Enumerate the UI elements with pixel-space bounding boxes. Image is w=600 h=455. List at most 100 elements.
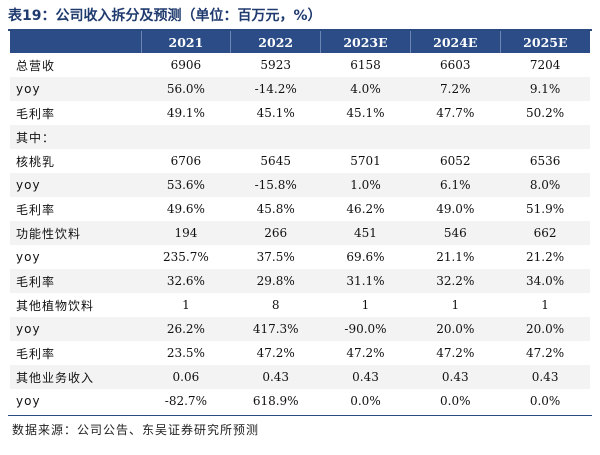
row-label: 总营收 <box>10 53 141 77</box>
value-cell: 0.0% <box>320 389 411 413</box>
value-cell: 37.5% <box>230 245 321 269</box>
value-cell: 266 <box>230 221 321 245</box>
table-header: 2021 2022 2023E 2024E 2025E <box>10 31 590 53</box>
value-cell: -15.8% <box>230 173 321 197</box>
table-row: 毛利率 49.6% 45.8% 46.2% 49.0% 51.9% <box>10 197 590 221</box>
value-cell: 8.0% <box>500 173 590 197</box>
value-cell: 0.0% <box>410 389 501 413</box>
table-row: yoy 26.2% 417.3% -90.0% 20.0% 20.0% <box>10 317 590 341</box>
row-label: yoy <box>10 173 141 197</box>
value-cell: 6706 <box>141 149 231 173</box>
table-row: yoy 56.0% -14.2% 4.0% 7.2% 9.1% <box>10 77 590 101</box>
table-row: yoy -82.7% 618.9% 0.0% 0.0% 0.0% <box>10 389 590 413</box>
value-cell: 47.2% <box>320 341 411 365</box>
value-cell: 32.2% <box>410 269 501 293</box>
header-cell-year: 2023E <box>320 31 411 53</box>
table-row: 功能性饮料 194 266 451 546 662 <box>10 221 590 245</box>
revenue-forecast-table: 2021 2022 2023E 2024E 2025E 总营收 6906 5923 6158 6… <box>10 31 590 413</box>
value-cell: 5701 <box>320 149 411 173</box>
value-cell: 34.0% <box>500 269 590 293</box>
value-cell: 0.43 <box>500 365 590 389</box>
row-label: 其他植物饮料 <box>10 293 141 317</box>
value-cell: 51.9% <box>500 197 590 221</box>
row-label: 功能性饮料 <box>10 221 141 245</box>
row-label: 核桃乳 <box>10 149 141 173</box>
value-cell <box>320 125 411 149</box>
row-label: yoy <box>10 317 141 341</box>
row-label: 其他业务收入 <box>10 365 141 389</box>
row-label: 其中： <box>10 125 141 149</box>
row-label: yoy <box>10 389 141 413</box>
value-cell: 6052 <box>410 149 501 173</box>
header-cell-year: 2022 <box>230 31 322 53</box>
value-cell: 47.7% <box>410 101 501 125</box>
value-cell: 1 <box>320 293 411 317</box>
table-row: 其他业务收入 0.06 0.43 0.43 0.43 0.43 <box>10 365 590 389</box>
value-cell: 20.0% <box>500 317 590 341</box>
table-row: 毛利率 49.1% 45.1% 45.1% 47.7% 50.2% <box>10 101 590 125</box>
source-divider <box>8 415 592 416</box>
value-cell: 662 <box>500 221 590 245</box>
value-cell: 6.1% <box>410 173 501 197</box>
value-cell: 8 <box>230 293 321 317</box>
row-label: 毛利率 <box>10 341 141 365</box>
value-cell: 32.6% <box>141 269 231 293</box>
value-cell: 1.0% <box>320 173 411 197</box>
value-cell: 21.2% <box>500 245 590 269</box>
value-cell: 49.0% <box>410 197 501 221</box>
row-label: yoy <box>10 245 141 269</box>
value-cell: 23.5% <box>141 341 231 365</box>
value-cell: 4.0% <box>320 77 411 101</box>
table-body: 总营收 6906 5923 6158 6603 7204 yoy 56.0% -14.2% 4.0… <box>10 53 590 413</box>
value-cell: 49.6% <box>141 197 231 221</box>
value-cell: 26.2% <box>141 317 231 341</box>
value-cell: 235.7% <box>141 245 231 269</box>
table-row: yoy 53.6% -15.8% 1.0% 6.1% 8.0% <box>10 173 590 197</box>
value-cell: 194 <box>141 221 231 245</box>
row-label: yoy <box>10 77 141 101</box>
value-cell <box>141 125 231 149</box>
value-cell: 9.1% <box>500 77 590 101</box>
value-cell: 21.1% <box>410 245 501 269</box>
table-row: 其中： <box>10 125 590 149</box>
value-cell: -82.7% <box>141 389 231 413</box>
value-cell: 5645 <box>230 149 321 173</box>
value-cell: 50.2% <box>500 101 590 125</box>
value-cell: 0.43 <box>230 365 321 389</box>
value-cell: 47.2% <box>500 341 590 365</box>
value-cell: 20.0% <box>410 317 501 341</box>
value-cell: 0.0% <box>500 389 590 413</box>
source-note: 数据来源：公司公告、东吴证券研究所预测 <box>12 423 260 437</box>
value-cell: 1 <box>410 293 501 317</box>
row-label: 毛利率 <box>10 269 141 293</box>
table-row: 核桃乳 6706 5645 5701 6052 6536 <box>10 149 590 173</box>
header-cell-year: 2025E <box>500 31 590 53</box>
value-cell: 0.43 <box>320 365 411 389</box>
value-cell: 5923 <box>230 53 321 77</box>
value-cell <box>230 125 321 149</box>
value-cell: 56.0% <box>141 77 231 101</box>
table-row: 毛利率 32.6% 29.8% 31.1% 32.2% 34.0% <box>10 269 590 293</box>
header-row: 2021 2022 2023E 2024E 2025E <box>10 31 590 53</box>
value-cell: 6906 <box>141 53 231 77</box>
table-row: 其他植物饮料 1 8 1 1 1 <box>10 293 590 317</box>
value-cell: -90.0% <box>320 317 411 341</box>
value-cell: 46.2% <box>320 197 411 221</box>
value-cell: 47.2% <box>410 341 501 365</box>
value-cell <box>410 125 501 149</box>
value-cell: 451 <box>320 221 411 245</box>
value-cell: 6158 <box>320 53 411 77</box>
value-cell: 45.1% <box>320 101 411 125</box>
value-cell: 45.1% <box>230 101 321 125</box>
value-cell: 1 <box>500 293 590 317</box>
table-title: 表19：公司收入拆分及预测（单位：百万元，%） <box>8 8 322 24</box>
value-cell: 1 <box>141 293 231 317</box>
value-cell: 0.06 <box>141 365 231 389</box>
value-cell <box>500 125 590 149</box>
table-row: 毛利率 23.5% 47.2% 47.2% 47.2% 47.2% <box>10 341 590 365</box>
value-cell: 53.6% <box>141 173 231 197</box>
value-cell: 6536 <box>500 149 590 173</box>
value-cell: 31.1% <box>320 269 411 293</box>
value-cell: 29.8% <box>230 269 321 293</box>
value-cell: 49.1% <box>141 101 231 125</box>
